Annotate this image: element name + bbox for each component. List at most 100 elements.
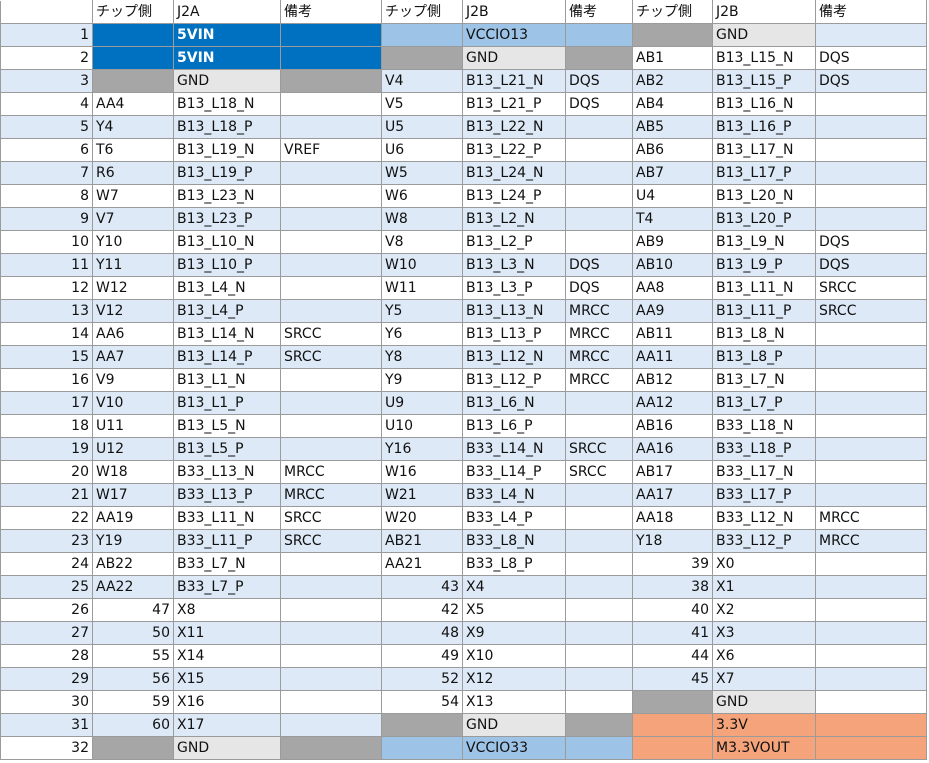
table-cell: X3 — [712, 621, 816, 645]
row-number-cell: 12 — [0, 276, 93, 300]
row-number-cell: 22 — [0, 506, 93, 530]
row-number-cell: 8 — [0, 184, 93, 208]
table-row: 28 55 X14 49 X10 44 X6 — [0, 644, 927, 668]
table-cell — [815, 644, 927, 668]
table-cell — [565, 506, 633, 530]
table-cell: AA6 — [92, 322, 174, 346]
table-cell — [815, 736, 927, 760]
table-cell — [280, 276, 382, 300]
table-cell: W8 — [381, 207, 463, 231]
table-cell: B13_L19_P — [173, 161, 281, 185]
table-cell — [632, 713, 713, 737]
table-cell: B13_L18_N — [173, 92, 281, 116]
table-cell: W7 — [92, 184, 174, 208]
table-row: 17 V10 B13_L1_P U9 B13_L6_N AA12 B13_L7_P — [0, 391, 927, 415]
table-cell — [280, 207, 382, 231]
table-cell — [280, 115, 382, 139]
table-cell: W21 — [381, 483, 463, 507]
table-cell: AB21 — [381, 529, 463, 553]
table-cell — [280, 46, 382, 70]
table-cell: B13_L2_P — [462, 230, 566, 254]
table-cell: B13_L6_N — [462, 391, 566, 415]
table-cell — [815, 437, 927, 461]
table-cell: X6 — [712, 644, 816, 668]
table-cell — [565, 23, 633, 47]
table-cell: B13_L12_N — [462, 345, 566, 369]
table-row: 7 R6 B13_L19_P W5 B13_L24_N AB7 B13_L17_P — [0, 161, 927, 185]
column-header: J2B — [712, 0, 816, 24]
table-cell — [92, 46, 174, 70]
table-row: 27 50 X11 48 X9 41 X3 — [0, 621, 927, 645]
row-number-cell: 5 — [0, 115, 93, 139]
table-cell: R6 — [92, 161, 174, 185]
table-row: 4 AA4 B13_L18_N V5 B13_L21_P DQS AB4 B13_L16_N — [0, 92, 927, 116]
table-cell: X16 — [173, 690, 281, 714]
table-cell — [280, 552, 382, 576]
table-cell: M3.3VOUT — [712, 736, 816, 760]
table-cell: B13_L23_P — [173, 207, 281, 231]
table-cell — [565, 46, 633, 70]
row-number-cell: 7 — [0, 161, 93, 185]
table-cell: X10 — [462, 644, 566, 668]
table-row: 13 V12 B13_L4_P Y5 B13_L13_N MRCC AA9 B13_L11_P… — [0, 299, 927, 323]
table-cell — [280, 23, 382, 47]
table-cell: B13_L14_P — [173, 345, 281, 369]
table-row: 16 V9 B13_L1_N Y9 B13_L12_P MRCC AB12 B13_L7_N — [0, 368, 927, 392]
table-cell: SRCC — [280, 322, 382, 346]
table-cell: B13_L13_N — [462, 299, 566, 323]
table-cell: X8 — [173, 598, 281, 622]
row-number-cell: 21 — [0, 483, 93, 507]
table-cell: B33_L7_P — [173, 575, 281, 599]
table-cell: B13_L11_N — [712, 276, 816, 300]
row-number-cell: 23 — [0, 529, 93, 553]
table-cell — [815, 92, 927, 116]
table-cell: MRCC — [280, 460, 382, 484]
table-cell: B13_L17_P — [712, 161, 816, 185]
table-cell: SRCC — [815, 299, 927, 323]
table-cell: B13_L12_P — [462, 368, 566, 392]
table-cell — [815, 575, 927, 599]
table-cell: B13_L24_N — [462, 161, 566, 185]
table-cell: X15 — [173, 667, 281, 691]
table-cell — [565, 414, 633, 438]
table-cell — [565, 391, 633, 415]
row-number-cell: 28 — [0, 644, 93, 668]
table-cell — [565, 483, 633, 507]
table-row: 23 Y19 B33_L11_P SRCC AB21 B33_L8_N Y18 B33_L12… — [0, 529, 927, 553]
table-cell: B13_L22_P — [462, 138, 566, 162]
table-cell: DQS — [565, 253, 633, 277]
table-cell: B13_L7_P — [712, 391, 816, 415]
table-row: 31 60 X17 GND 3.3V — [0, 713, 927, 737]
table-cell — [815, 161, 927, 185]
table-cell — [280, 230, 382, 254]
table-cell: V10 — [92, 391, 174, 415]
table-cell: AB4 — [632, 92, 713, 116]
table-cell: VREF — [280, 138, 382, 162]
table-cell: DQS — [815, 253, 927, 277]
table-cell: B33_L11_N — [173, 506, 281, 530]
table-cell: 49 — [381, 644, 463, 668]
table-cell — [565, 552, 633, 576]
table-cell — [280, 368, 382, 392]
table-cell: VCCIO33 — [462, 736, 566, 760]
table-cell: Y5 — [381, 299, 463, 323]
table-cell: V12 — [92, 299, 174, 323]
table-cell: SRCC — [280, 345, 382, 369]
table-cell — [815, 322, 927, 346]
table-cell: W10 — [381, 253, 463, 277]
table-cell: B33_L12_N — [712, 506, 816, 530]
table-cell: 48 — [381, 621, 463, 645]
table-cell — [565, 667, 633, 691]
table-cell: B33_L7_N — [173, 552, 281, 576]
table-cell: AA11 — [632, 345, 713, 369]
table-cell: V7 — [92, 207, 174, 231]
row-number-cell: 6 — [0, 138, 93, 162]
table-cell: DQS — [565, 276, 633, 300]
table-cell: B13_L15_N — [712, 46, 816, 70]
table-cell — [280, 667, 382, 691]
table-cell: AB2 — [632, 69, 713, 93]
table-cell: B33_L17_N — [712, 460, 816, 484]
row-number-cell: 11 — [0, 253, 93, 277]
row-number-cell: 1 — [0, 23, 93, 47]
